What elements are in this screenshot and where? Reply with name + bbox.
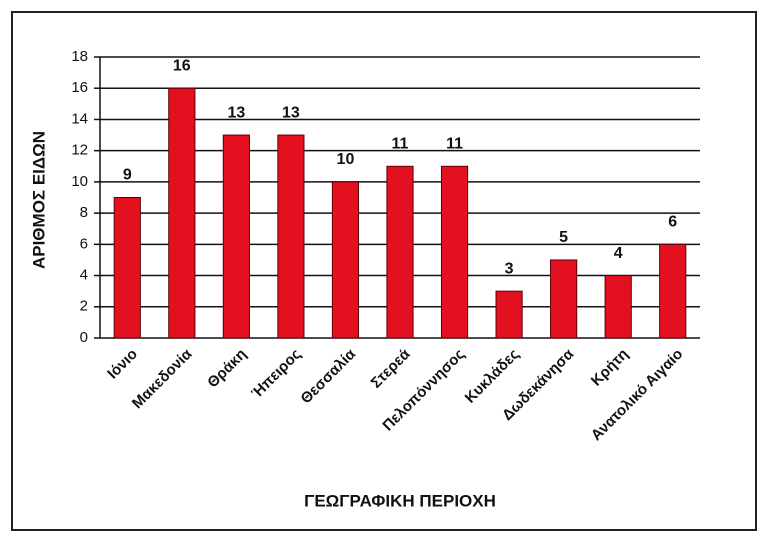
bar <box>550 259 578 339</box>
bar <box>277 134 305 339</box>
value-label: 3 <box>505 260 514 277</box>
bar <box>113 197 141 339</box>
value-label: 10 <box>337 151 355 168</box>
value-label: 11 <box>446 135 463 152</box>
y-tick-label: 16 <box>71 79 88 96</box>
y-axis-title: ΑΡΙΘΜΟΣ ΕΙΔΩΝ <box>29 131 48 269</box>
value-label: 9 <box>123 167 132 184</box>
y-tick-label: 8 <box>80 204 88 221</box>
x-axis-title: ΓΕΩΓΡΑΦΙΚΗ ΠΕΡΙΟΧΗ <box>304 491 496 510</box>
y-tick-label: 6 <box>80 235 88 252</box>
value-label: 6 <box>668 214 677 231</box>
bar <box>331 181 360 339</box>
bar <box>222 134 250 339</box>
bar <box>495 290 523 339</box>
y-tick-label: 18 <box>71 48 88 65</box>
value-label: 11 <box>392 135 409 152</box>
value-label: 4 <box>614 245 623 262</box>
y-tick-label: 2 <box>80 298 88 315</box>
bar <box>386 165 414 339</box>
y-tick-label: 4 <box>80 267 88 284</box>
bar <box>168 87 196 339</box>
bar <box>604 275 632 339</box>
bar <box>440 165 469 339</box>
value-label: 16 <box>173 57 191 74</box>
y-tick-label: 12 <box>71 142 88 159</box>
value-label: 5 <box>559 229 568 246</box>
bar <box>659 243 687 339</box>
value-label: 13 <box>282 104 300 121</box>
value-label: 13 <box>227 104 245 121</box>
y-tick-label: 14 <box>71 110 88 127</box>
y-tick-label: 0 <box>80 329 88 346</box>
y-tick-label: 10 <box>71 173 88 190</box>
